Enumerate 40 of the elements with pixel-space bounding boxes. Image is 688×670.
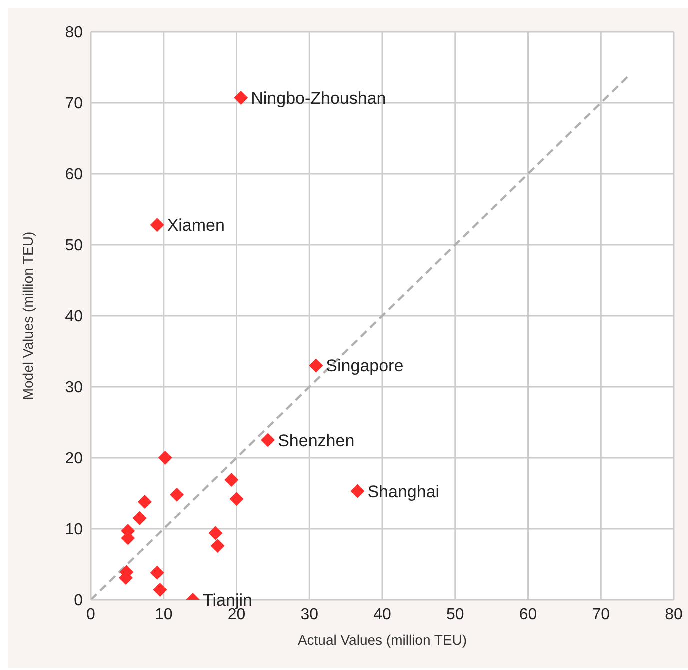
point bbox=[138, 495, 152, 510]
point bbox=[261, 433, 276, 448]
point bbox=[309, 358, 324, 373]
annotation: Shanghai bbox=[368, 482, 440, 502]
x-tick-label: 40 bbox=[374, 606, 392, 624]
x-tick-label: 30 bbox=[300, 606, 319, 624]
x-axis-title: Actual Values (million TEU) bbox=[298, 632, 468, 648]
x-tick-label: 10 bbox=[154, 606, 173, 624]
y-tick-label: 30 bbox=[65, 380, 84, 397]
point bbox=[350, 484, 365, 498]
y-tick-label: 0 bbox=[74, 592, 84, 610]
y-tick-label: 20 bbox=[65, 450, 84, 468]
y-axis-title: Model Values (million TEU) bbox=[20, 232, 36, 400]
y-tick-label: 80 bbox=[65, 24, 84, 42]
annotation: Xiamen bbox=[167, 216, 225, 236]
y-tick-label: 10 bbox=[65, 522, 84, 539]
point bbox=[132, 511, 147, 526]
point bbox=[153, 583, 168, 598]
y-tick-label: 40 bbox=[65, 308, 84, 326]
x-tick-label: 70 bbox=[592, 606, 610, 624]
point bbox=[210, 539, 225, 554]
annotation: Ningbo-Zhoushan bbox=[251, 89, 386, 108]
point bbox=[208, 526, 223, 540]
y-tick-label: 60 bbox=[65, 166, 84, 184]
point bbox=[230, 492, 244, 506]
annotation: Shenzhen bbox=[278, 431, 355, 450]
point bbox=[150, 218, 164, 232]
point bbox=[150, 566, 164, 580]
x-tick-label: 80 bbox=[665, 606, 683, 624]
x-tick-label: 60 bbox=[519, 606, 538, 624]
point bbox=[170, 488, 184, 502]
x-tick-label: 50 bbox=[446, 606, 464, 624]
annotation: Tianjin bbox=[203, 591, 252, 610]
point bbox=[224, 473, 239, 488]
x-tick-label: 0 bbox=[86, 606, 96, 624]
point bbox=[158, 451, 172, 465]
y-tick-label: 50 bbox=[65, 238, 84, 255]
point bbox=[234, 91, 248, 106]
annotation: Singapore bbox=[326, 356, 404, 376]
y-tick-label: 70 bbox=[65, 96, 84, 113]
